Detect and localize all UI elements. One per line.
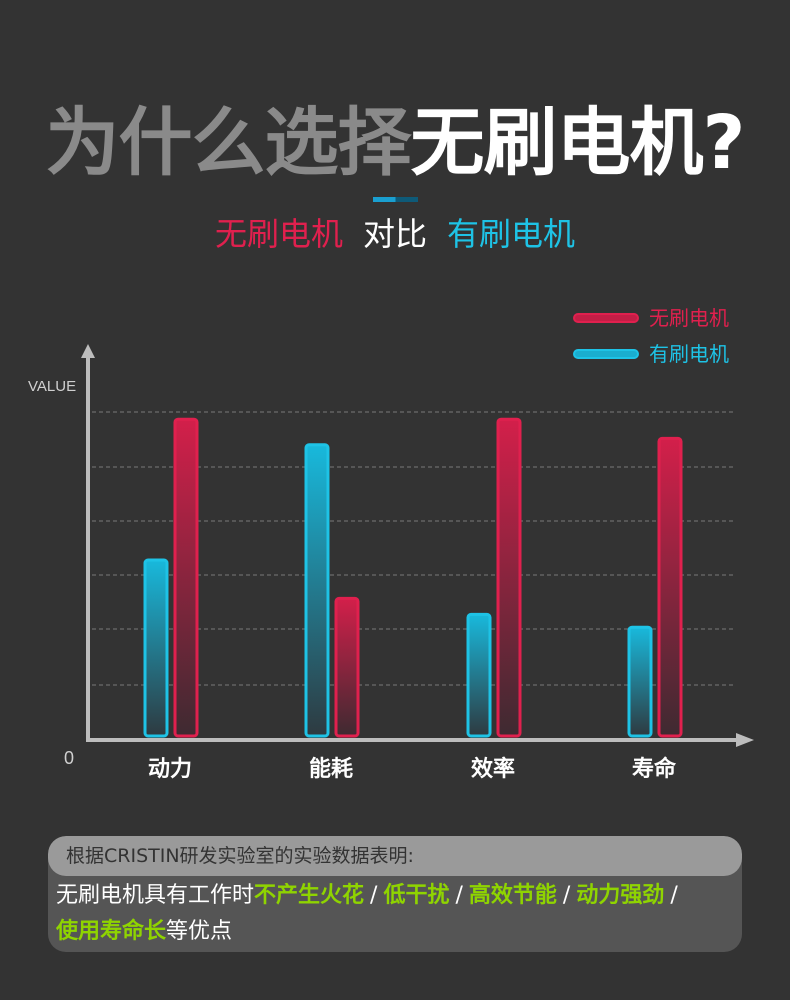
- legend-label-brushed: 有刷电机: [649, 342, 729, 366]
- title-accent-bar: [373, 197, 418, 202]
- note-point-5: 使用寿命长: [56, 919, 167, 944]
- note-ending: 等优点: [166, 919, 233, 944]
- bar-brushed-2: [304, 443, 330, 738]
- legend-item-brushed: 有刷电机: [573, 342, 729, 366]
- grid-lines: [92, 411, 733, 686]
- note-intro: 无刷电机具有工作时: [56, 883, 255, 908]
- page-title: 为什么选择无刷电机?: [0, 98, 790, 188]
- note-separator: /: [562, 883, 571, 908]
- note-separator: /: [455, 883, 463, 908]
- y-origin-label: 0: [64, 748, 74, 768]
- legend-swatch-brushed: [573, 349, 639, 359]
- bar-brushed-3: [466, 612, 492, 738]
- legend-swatch-brushless: [573, 313, 639, 323]
- legend-label-brushless: 无刷电机: [649, 306, 729, 330]
- note-point-2: 低干扰: [383, 883, 450, 908]
- subtitle-brushless: 无刷电机: [214, 215, 343, 253]
- category-label: 能耗: [309, 756, 353, 782]
- y-axis-arrow-icon: [81, 344, 95, 358]
- bar-brushed-1: [143, 558, 169, 738]
- category-labels: 动力 能耗 效率 寿命: [148, 756, 677, 782]
- bar-brushed-4: [627, 625, 653, 738]
- bar-chart: VALUE 0 动力 能耗 效率 寿命: [28, 344, 754, 782]
- note-body: 无刷电机具有工作时不产生火花 / 低干扰 / 高效节能 / 动力强劲 / 使用寿命长等优点: [48, 876, 742, 950]
- title-gray-part: 为什么选择: [45, 100, 412, 186]
- title-white-part: 无刷电机?: [410, 100, 746, 186]
- note-point-4: 动力强劲: [576, 883, 665, 908]
- note-separator: /: [670, 883, 678, 908]
- bar-brushless-4: [657, 436, 683, 738]
- subtitle-brushed: 有刷电机: [447, 215, 576, 253]
- category-label: 寿命: [632, 756, 677, 782]
- note-point-1: 不产生火花: [254, 883, 365, 908]
- category-label: 效率: [471, 756, 515, 782]
- x-axis-arrow-icon: [736, 733, 754, 747]
- category-label: 动力: [148, 757, 192, 782]
- note-separator: /: [370, 883, 378, 908]
- y-axis-label: VALUE: [28, 378, 76, 395]
- subtitle-versus: 对比: [362, 215, 427, 253]
- note-heading: 根据CRISTIN研发实验室的实验数据表明:: [48, 836, 742, 876]
- bars: [143, 417, 683, 738]
- note-box: 根据CRISTIN研发实验室的实验数据表明: 无刷电机具有工作时不产生火花 / 低干…: [48, 836, 742, 952]
- bar-brushless-2: [334, 596, 360, 738]
- note-point-3: 高效节能: [468, 883, 557, 908]
- bar-brushless-3: [496, 417, 522, 738]
- legend-item-brushless: 无刷电机: [573, 306, 729, 330]
- comparison-subtitle: 无刷电机 对比 有刷电机: [0, 212, 790, 256]
- bar-brushless-1: [173, 417, 199, 738]
